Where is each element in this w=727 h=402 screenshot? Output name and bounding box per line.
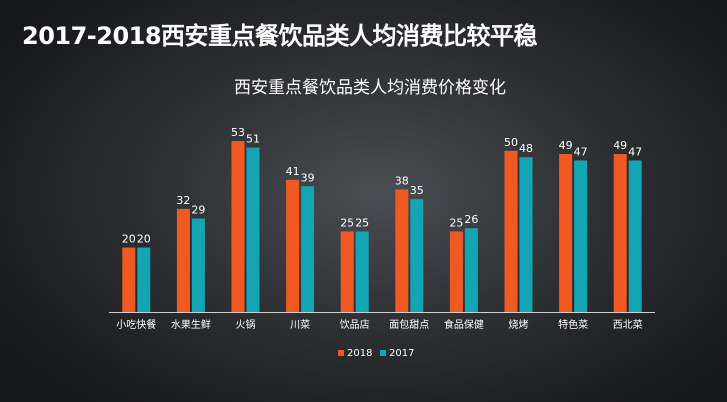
chart-title: 西安重点餐饮品类人均消费价格变化 bbox=[234, 78, 506, 98]
value-label-2018-7: 25 bbox=[449, 216, 463, 229]
category-label-9: 特色菜 bbox=[558, 318, 588, 331]
value-label-2018-5: 25 bbox=[340, 216, 354, 229]
category-label-8: 烧烤 bbox=[509, 318, 529, 331]
bar-2018-3 bbox=[231, 141, 245, 312]
value-label-2017-1: 20 bbox=[137, 233, 151, 246]
value-label-2017-8: 48 bbox=[519, 142, 533, 155]
legend-swatch-2018 bbox=[338, 350, 344, 356]
category-label-4: 川菜 bbox=[290, 319, 310, 331]
bar-2017-4 bbox=[301, 186, 315, 312]
bar-2017-7 bbox=[464, 228, 478, 312]
bar-2017-3 bbox=[246, 147, 260, 312]
value-label-2017-3: 51 bbox=[246, 133, 260, 146]
bar-2017-6 bbox=[410, 199, 424, 312]
value-label-2017-5: 25 bbox=[355, 216, 369, 229]
value-label-2017-4: 39 bbox=[301, 171, 315, 184]
category-label-7: 食品保健 bbox=[444, 318, 484, 331]
bar-2017-1 bbox=[137, 247, 151, 312]
value-label-2017-7: 26 bbox=[464, 213, 478, 226]
bar-2017-2 bbox=[191, 218, 205, 312]
legend-label-2018: 2018 bbox=[347, 348, 372, 359]
value-label-2018-3: 53 bbox=[231, 126, 245, 139]
legend: 2018 2017 bbox=[338, 348, 414, 359]
legend-label-2017: 2017 bbox=[389, 348, 414, 359]
category-labels: 小吃快餐 水果生鲜 火锅 川菜 饮品店 面包甜点 食品保健 烧烤 特色菜 西北菜 bbox=[116, 318, 642, 331]
value-label-2017-10: 47 bbox=[628, 145, 642, 158]
category-label-2: 水果生鲜 bbox=[171, 318, 211, 331]
bar-2017-9 bbox=[574, 160, 588, 312]
category-label-3: 火锅 bbox=[236, 319, 256, 331]
category-label-10: 西北菜 bbox=[613, 319, 643, 331]
slide-headline: 2017-2018西安重点餐饮品类人均消费比较平稳 bbox=[22, 22, 538, 50]
value-label-2018-2: 32 bbox=[176, 194, 190, 207]
bar-2018-1 bbox=[122, 247, 136, 312]
value-label-2018-10: 49 bbox=[613, 139, 627, 152]
bar-2018-6 bbox=[395, 189, 409, 312]
bar-2017-8 bbox=[519, 157, 533, 312]
value-label-2018-9: 49 bbox=[559, 139, 573, 152]
value-label-2018-8: 50 bbox=[504, 136, 518, 149]
bar-2018-9 bbox=[559, 154, 573, 312]
value-label-2017-9: 47 bbox=[574, 145, 588, 158]
legend-swatch-2017 bbox=[380, 350, 386, 356]
bar-2017-5 bbox=[355, 231, 369, 312]
category-label-6: 面包甜点 bbox=[389, 318, 429, 331]
category-label-1: 小吃快餐 bbox=[116, 318, 156, 331]
value-label-2018-6: 38 bbox=[395, 174, 409, 187]
bar-2018-7 bbox=[449, 231, 463, 312]
value-label-2018-4: 41 bbox=[286, 165, 300, 178]
bar-2018-4 bbox=[286, 179, 300, 312]
bar-2017-10 bbox=[628, 160, 642, 312]
bar-2018-5 bbox=[340, 231, 354, 312]
value-label-2017-2: 29 bbox=[191, 204, 205, 217]
bar-2018-8 bbox=[504, 150, 518, 312]
bar-2018-10 bbox=[613, 154, 627, 312]
bar-2018-2 bbox=[176, 208, 190, 312]
value-label-2018-1: 20 bbox=[122, 233, 136, 246]
category-label-5: 饮品店 bbox=[340, 318, 370, 331]
value-label-2017-6: 35 bbox=[410, 184, 424, 197]
